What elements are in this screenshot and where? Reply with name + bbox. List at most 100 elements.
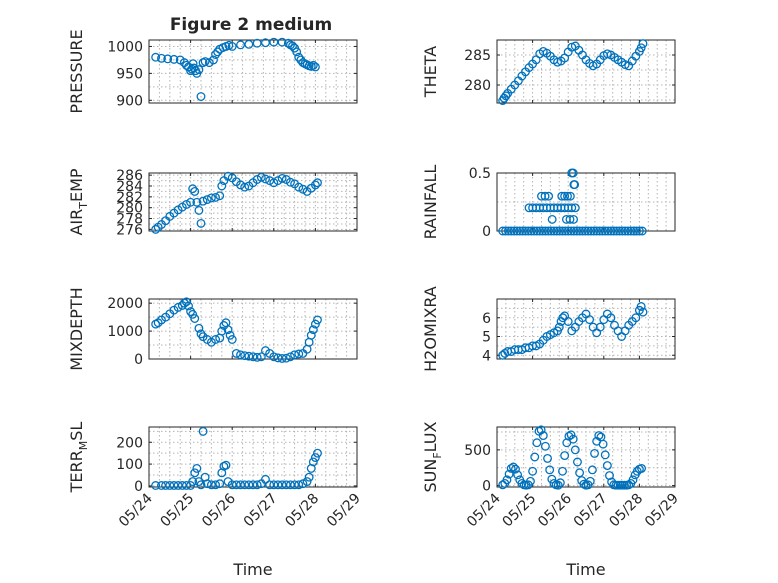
panel-terr-msl-data-point [188,477,198,486]
panel-theta-data-point [638,39,648,49]
panel-rainfall-data-point [603,226,613,236]
panel-terr-msl-data-point [281,480,291,490]
panel-sun-flux-data-point [628,475,638,485]
panel-terr-msl-data-point [302,477,312,486]
panel-sun-flux-data-point [543,453,553,463]
panel-sun-flux-data-point [540,441,550,451]
panel-mixdepth-data-point [194,323,204,333]
panel-rainfall-data-point [515,226,525,236]
panel-terr-msl-data-point [277,480,287,490]
panel-rainfall-data-point [555,226,565,236]
panel-terr-msl-axes-border [148,426,358,488]
panel-rainfall-data-point [612,226,622,236]
panel-rainfall-data-point [557,191,567,201]
panel-rainfall-data-point [566,226,576,236]
panel-terr-msl-ytick-label: 0 [134,479,143,495]
panel-rainfall-data-point [577,226,587,236]
panel-mixdepth-data-point [184,301,193,311]
panel-rainfall-data-point [623,226,633,236]
panel-mixdepth-data-point [186,307,196,317]
panel-terr-msl-data-point [285,480,295,490]
panel-h2omixra-ytick-label: 6 [482,311,491,327]
panel-rainfall-data-point [532,226,542,236]
panel-pressure-data-point [252,38,262,48]
panel-sun-flux-axes [496,426,676,488]
panel-rainfall-data-point [538,226,548,236]
panel-terr-msl-data-point [157,481,166,490]
panel-rainfall-data-point [609,226,619,236]
panel-air-temp-data-point [294,182,304,192]
panel-pressure-data-point [294,52,304,62]
panel-pressure-ylabel: PRESSURE [67,29,86,113]
panel-air-temp-data-point [252,175,262,184]
panel-mixdepth-data-point [277,353,287,363]
panel-h2omixra-ytick-label: 5 [482,330,491,346]
panel-h2omixra: 4 5 6 H2OMIXRA [421,286,676,372]
panel-pressure-ytick-label: 900 [116,93,143,109]
panel-mixdepth-data-point [269,352,279,362]
panel-mixdepth-data-point [313,315,322,325]
panel-pressure-data-point [151,52,161,62]
panel-pressure-data-point [269,37,279,47]
panel-rainfall-data-point [523,226,533,236]
panel-rainfall-data-point [572,226,582,236]
panel-air-temp-data-point [198,196,208,206]
panel-rainfall-data-point [595,226,604,236]
panel-sun-flux-data-point [549,478,559,488]
panel-air-temp-data-point [206,193,216,203]
panel-sun-flux-data-point [598,439,608,449]
panel-air-temp-ytick-label: 282 [116,190,143,206]
panel-air-temp-ylabel: AIRTEMP [67,168,90,235]
panel-theta-ytick-label: 285 [464,48,491,64]
panel-terr-msl-data-point [231,480,241,490]
panel-terr-msl-xlabel: Time [232,560,272,579]
panel-mixdepth-data-point [225,330,235,340]
panel-h2omixra-data-point [631,313,641,323]
panel-mixdepth-data-point [240,351,250,361]
panel-sun-flux-data-point [575,468,585,478]
panel-terr-msl-data-point [173,481,183,490]
panel-rainfall-data-point [637,226,647,236]
panel-rainfall-data-point [615,226,624,236]
panel-terr-msl-data-point [221,460,231,470]
panel-rainfall-data-point [560,191,570,201]
panel-h2omixra-data-point [585,315,595,325]
panel-terr-msl-data-point [265,480,275,490]
panel-rainfall-data-point [580,226,590,236]
panel-rainfall-data-point [570,180,580,190]
panel-air-temp-data-point [313,178,322,188]
panel-h2omixra-axes-border [496,298,676,360]
panel-sun-flux-ylabel: SUNFLUX [421,421,444,492]
panel-pressure-data-point [213,47,223,57]
panel-sun-flux-data-point [560,451,570,461]
panel-terr-msl-data-point [181,481,191,490]
panel-rainfall-data-point [626,226,636,236]
panel-pressure-data-point [196,92,206,101]
panel-mixdepth-data-point [248,352,258,362]
panel-mixdepth-data-point [244,351,254,361]
panel-mixdepth-data-point [252,352,262,362]
panel-rainfall-data-point [506,226,516,236]
panel-mixdepth-data-point [290,350,300,360]
panel-sun-flux-data-point [553,480,563,490]
figure-title: Figure 2 medium [170,15,332,35]
panel-h2omixra-data-point [636,302,646,311]
panel-pressure: 900 950 1000 PRESSURE [67,29,358,114]
panel-sun-flux-data-point [511,464,520,474]
panel-air-temp-data-point [151,224,161,234]
panel-sun-flux-data-point [585,476,595,486]
panel-terr-msl-data-point [240,480,250,490]
panel-rainfall-data-point [583,226,593,236]
panel-terr-msl-data-point [202,479,212,489]
panel-sun-flux-data-point [558,466,567,476]
panel-air-temp-data-point [285,177,295,187]
panel-air-temp-data-point [277,173,287,183]
panel-sun-flux-data-point [590,448,599,458]
panel-terr-msl-data-point [313,448,322,458]
panel-terr-msl-axes [148,426,358,488]
panel-rainfall-data-point [632,226,642,236]
panel-sun-flux-data-point [513,470,523,480]
panel-mixdepth-data-point [211,335,221,344]
panel-sun-flux-data-point [528,466,538,476]
